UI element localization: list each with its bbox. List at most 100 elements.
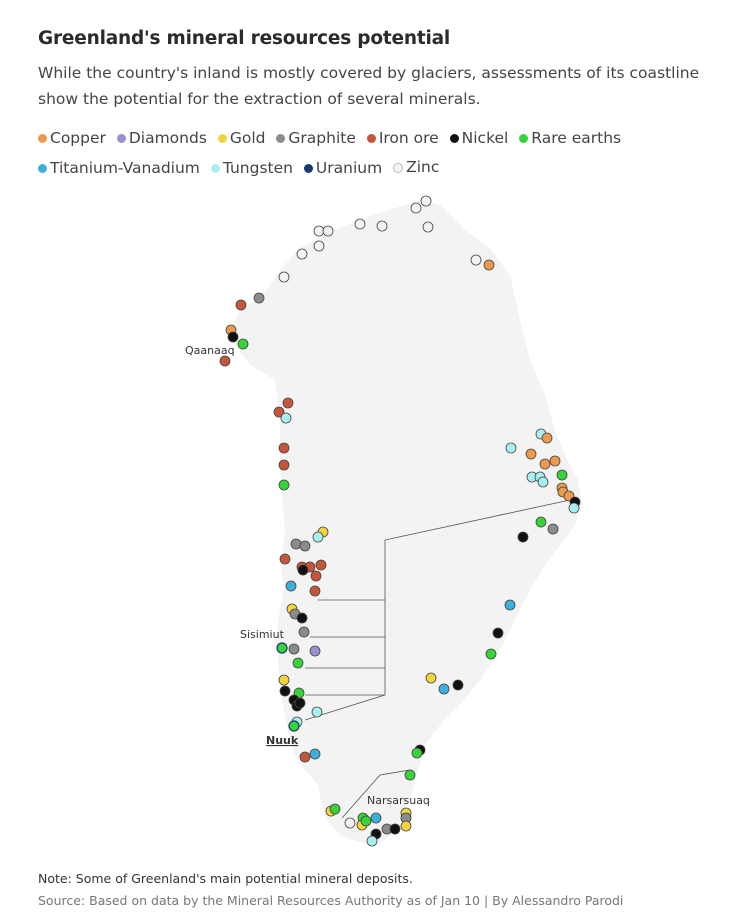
legend-dot [38, 163, 47, 173]
deposit-point [504, 599, 516, 611]
deposit-point [309, 585, 321, 597]
deposit-point [517, 531, 529, 543]
greenland-map: Qaanaaq Sisimiut Nuuk Narsarsuaq [185, 195, 582, 847]
deposit-points [219, 195, 581, 847]
deposit-point [278, 674, 290, 686]
deposit-point [537, 476, 549, 488]
deposit-point [422, 221, 434, 233]
deposit-point [288, 720, 300, 732]
legend-label: Graphite [288, 129, 356, 147]
deposit-point [299, 540, 311, 552]
deposit-point [389, 823, 401, 835]
legend-dot [366, 134, 376, 143]
deposit-point [505, 442, 517, 454]
place-label-qaanaaq: Qaanaaq [185, 344, 235, 357]
legend-item-uranium: Uranium [303, 154, 383, 183]
deposit-point [568, 502, 580, 514]
legend-item-gold: Gold [217, 124, 266, 153]
deposit-point [285, 580, 297, 592]
deposit-point [278, 271, 290, 283]
deposit-point [344, 817, 356, 829]
legend-label: Rare earths [531, 129, 622, 147]
legend-label: Titanium-Vanadium [50, 158, 200, 177]
deposit-point [279, 685, 291, 697]
deposit-point [312, 531, 324, 543]
deposit-point [299, 751, 311, 763]
deposit-point [400, 820, 412, 832]
deposit-point [549, 455, 561, 467]
deposit-point [313, 240, 325, 252]
deposit-point [315, 559, 327, 571]
legend-label: Tungsten [222, 158, 293, 177]
legend-item-titanium-vanadium: Titanium-Vanadium [38, 154, 200, 183]
chart-title: Greenland's mineral resources potential [38, 28, 451, 49]
deposit-point [290, 538, 302, 550]
legend-item-graphite: Graphite [276, 124, 356, 153]
deposit-point [279, 553, 291, 565]
legend-dot [393, 162, 404, 173]
legend-label: Uranium [315, 158, 383, 177]
deposit-point [539, 458, 551, 470]
greenland-landmass [228, 200, 582, 845]
deposit-point [296, 612, 308, 624]
place-label-nuuk: Nuuk [266, 734, 299, 747]
chart-note: Note: Some of Greenland's main potential… [38, 871, 413, 886]
legend-dot [116, 134, 126, 143]
deposit-point [438, 683, 450, 695]
deposit-point [425, 672, 437, 684]
legend-item-nickel: Nickel [449, 124, 509, 153]
legend-label: Diamonds [128, 129, 207, 147]
deposit-point [525, 448, 537, 460]
deposit-point [298, 626, 310, 638]
deposit-point [235, 299, 247, 311]
deposit-point [288, 643, 300, 655]
deposit-point [309, 645, 321, 657]
deposit-point [313, 225, 325, 237]
deposit-point [278, 479, 290, 491]
legend-item-iron-ore: Iron ore [366, 124, 439, 153]
legend-label: Gold [229, 129, 266, 147]
deposit-point [485, 648, 497, 660]
deposit-point [294, 697, 306, 709]
deposit-point [420, 195, 432, 207]
legend-item-tungsten: Tungsten [210, 154, 293, 183]
deposit-point [535, 516, 547, 528]
place-label-sisimiut: Sisimiut [240, 628, 285, 641]
legend-label: Nickel [461, 129, 509, 147]
deposit-point [360, 815, 372, 827]
deposit-point [322, 225, 334, 237]
deposit-point [273, 406, 285, 418]
legend-label: Zinc [406, 158, 440, 176]
deposit-point [280, 412, 292, 424]
border-lines [304, 499, 571, 819]
chart-source: Source: Based on data by the Mineral Res… [38, 893, 624, 908]
deposit-point [297, 564, 309, 576]
legend: Copper Diamonds Gold Graphite Iron ore N… [38, 124, 728, 183]
deposit-point [282, 397, 294, 409]
deposit-point [354, 218, 366, 230]
deposit-point [483, 259, 495, 271]
deposit-point [253, 292, 265, 304]
deposit-point [470, 254, 482, 266]
deposit-point [219, 355, 231, 367]
deposit-point [309, 748, 321, 760]
deposit-point [370, 812, 382, 824]
legend-item-copper: Copper [38, 124, 106, 153]
chart-subtitle: While the country's inland is mostly cov… [38, 64, 700, 108]
deposit-point [410, 202, 422, 214]
legend-item-zinc: Zinc [393, 153, 439, 182]
legend-label: Copper [50, 129, 106, 147]
legend-dot [519, 134, 529, 143]
deposit-point [452, 679, 464, 691]
deposit-point [556, 469, 568, 481]
deposit-point [329, 803, 341, 815]
deposit-point [278, 459, 290, 471]
legend-dot [449, 134, 459, 143]
deposit-point [310, 570, 322, 582]
deposit-point [278, 442, 290, 454]
deposit-point [492, 627, 504, 639]
deposit-point [296, 248, 308, 260]
legend-dot [217, 134, 227, 143]
legend-item-rare-earths: Rare earths [519, 124, 621, 153]
deposit-point [311, 706, 323, 718]
